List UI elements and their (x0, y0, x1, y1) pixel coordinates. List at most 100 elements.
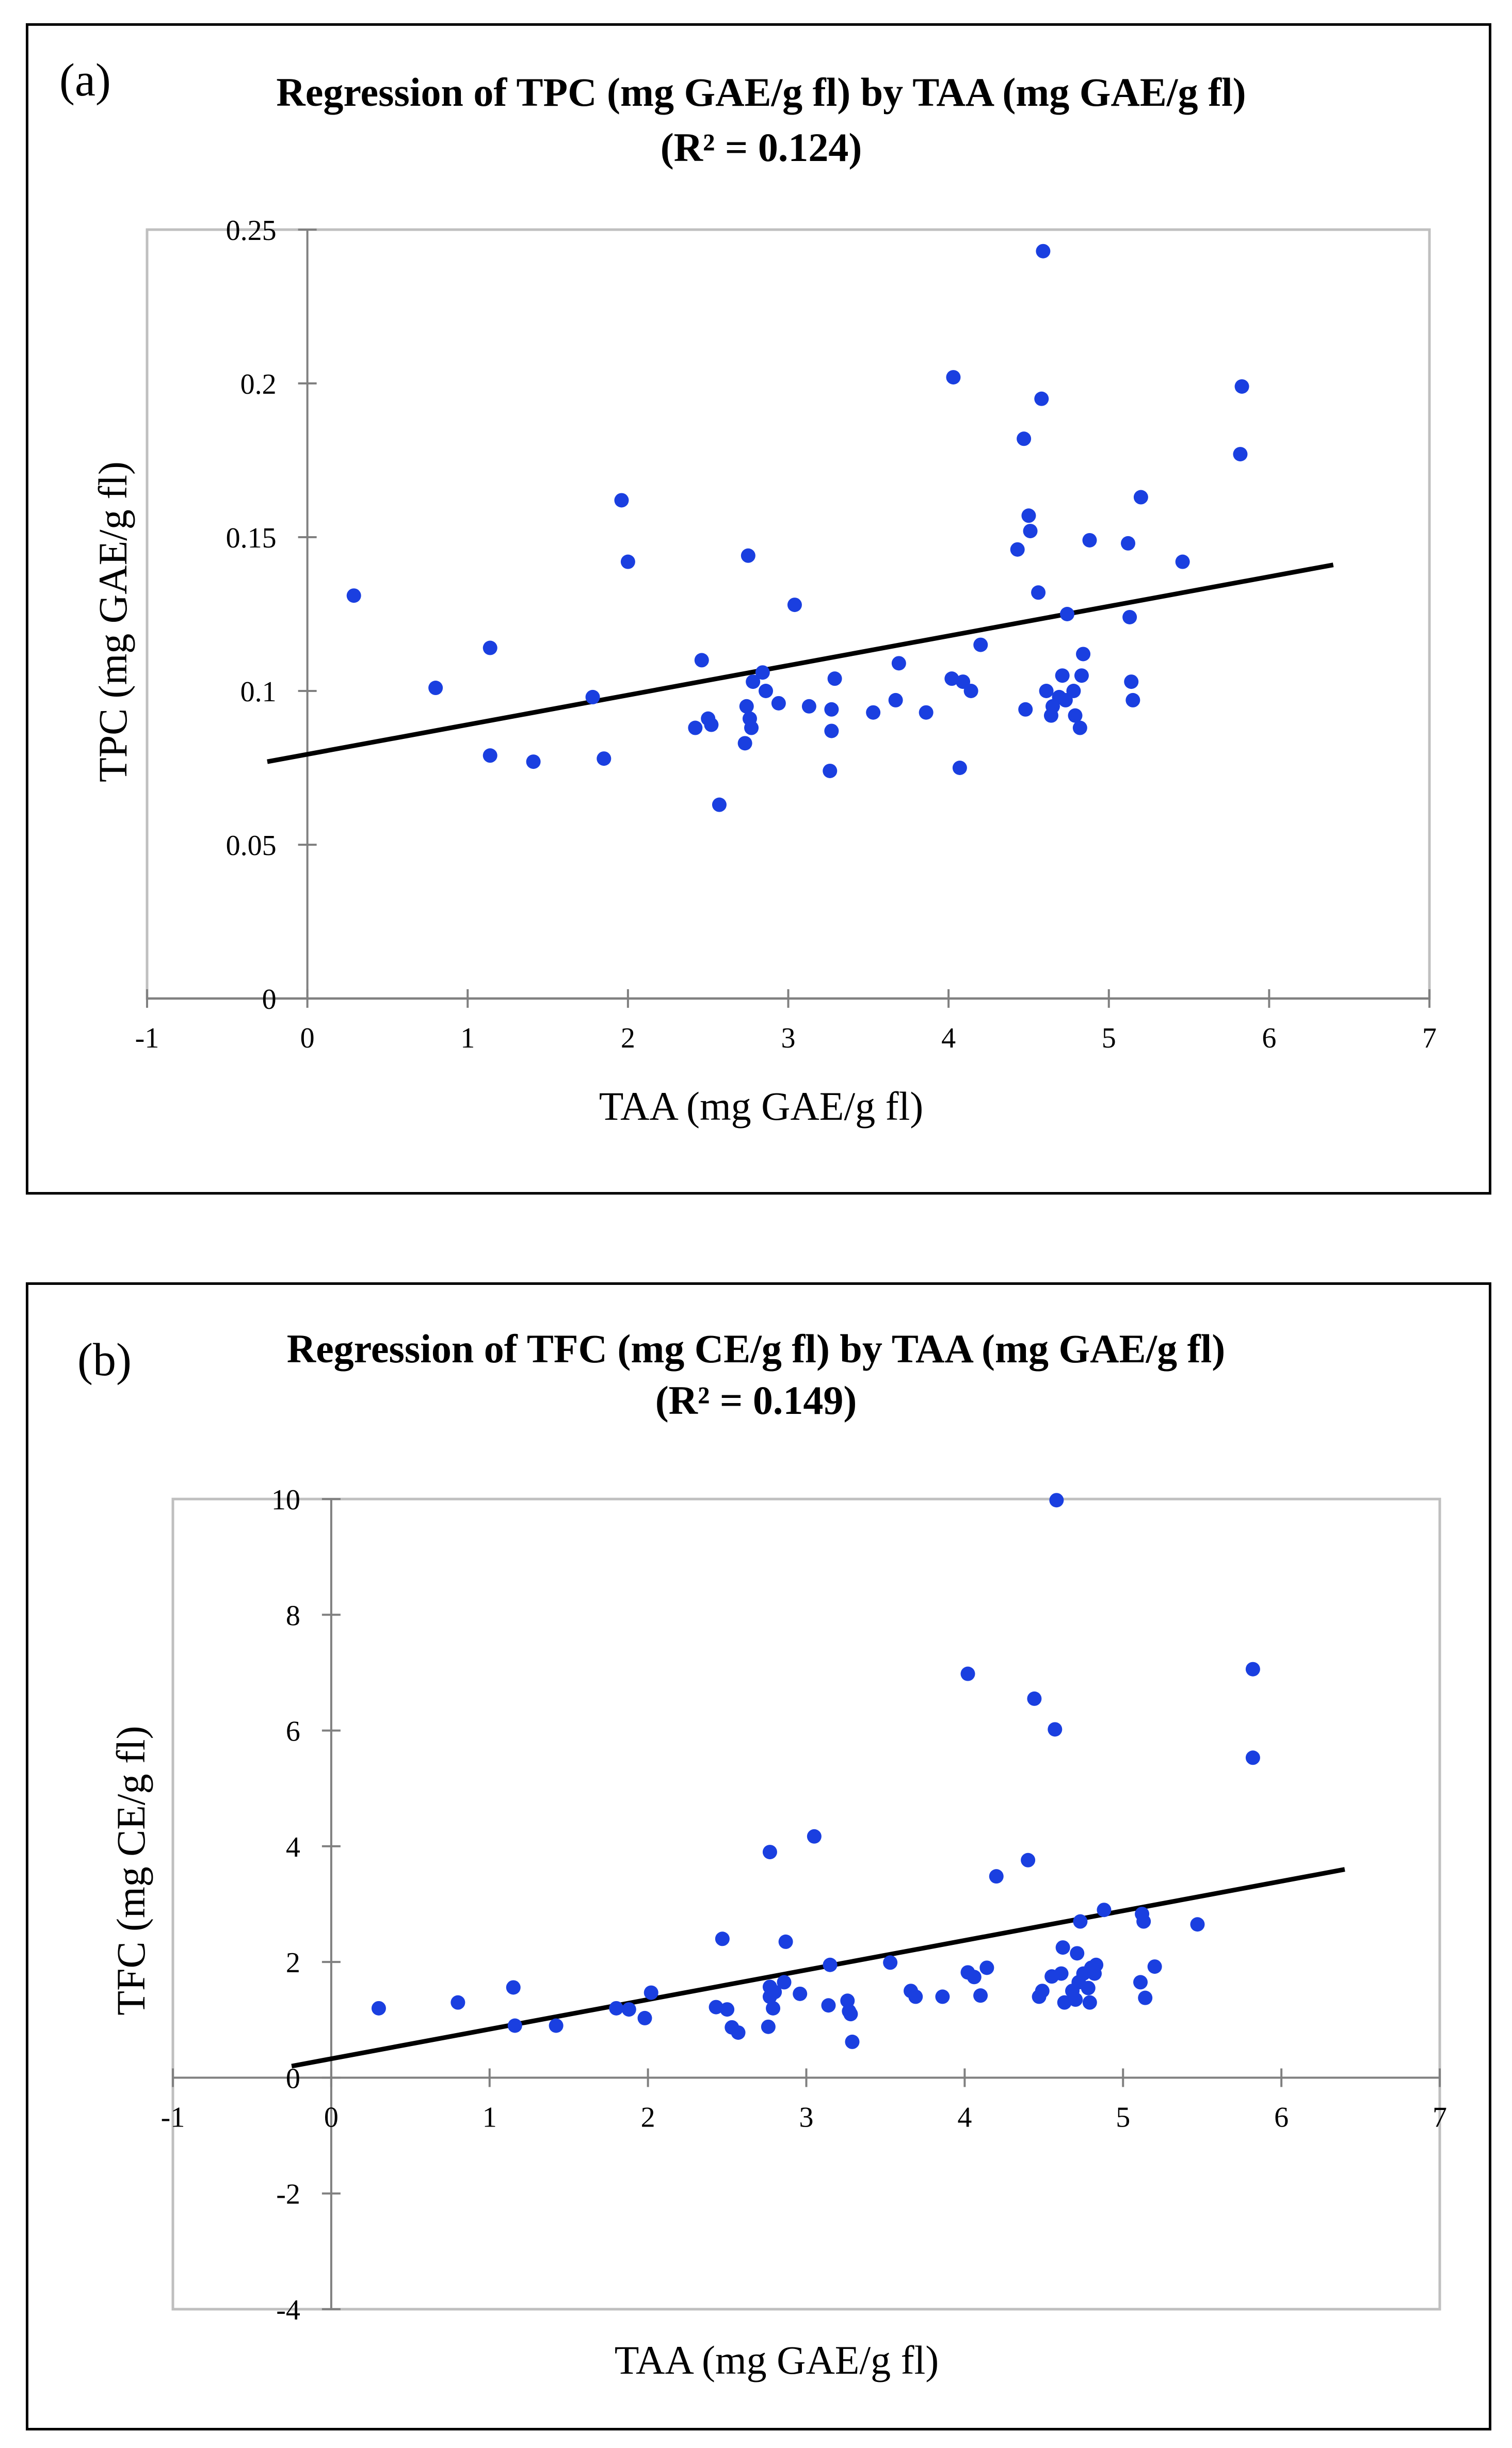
data-point-b (715, 1931, 730, 1946)
data-point-a (585, 689, 600, 704)
trendline-b (291, 1867, 1345, 2069)
data-point-a (1055, 668, 1070, 683)
data-point-a (746, 674, 761, 689)
data-point-a (1122, 609, 1137, 624)
x-tick-label-a: 4 (941, 1022, 956, 1054)
data-point-b (637, 2010, 652, 2025)
data-point-a (1076, 647, 1091, 662)
y-tick-label-a: 0.1 (240, 676, 277, 708)
y-tick-label-b: 4 (286, 1831, 300, 1863)
data-point-b (908, 1989, 923, 2004)
data-point-a (1234, 379, 1249, 394)
data-point-a (787, 598, 802, 613)
data-point-a (866, 705, 881, 720)
y-tick-label-b: 6 (286, 1716, 300, 1748)
data-point-a (1121, 536, 1136, 551)
y-tick-label-a: 0.05 (226, 830, 277, 862)
x-tick-label-b: 1 (482, 2101, 497, 2133)
data-point-a (482, 640, 497, 655)
x-tick-label-b: 5 (1116, 2101, 1130, 2133)
data-point-b (762, 1845, 777, 1860)
y-tick-label-a: 0.25 (226, 215, 277, 247)
data-point-b (973, 1988, 988, 2003)
data-point-a (1074, 668, 1089, 683)
data-point-b (843, 2007, 858, 2022)
data-point-b (778, 1934, 793, 1949)
chart-title-a: Regression of TPC (mg GAE/g fl) by TAA (… (276, 70, 1246, 115)
data-point-a (944, 671, 959, 686)
x-tick-label-a: 5 (1102, 1022, 1116, 1054)
data-point-b (821, 1998, 836, 2013)
data-point-b (1021, 1853, 1036, 1867)
data-point-a (712, 797, 727, 812)
data-point-b (1055, 1940, 1070, 1955)
data-point-a (973, 637, 988, 652)
data-point-b (1190, 1917, 1205, 1932)
data-point-b (960, 1666, 975, 1681)
data-point-a (1125, 692, 1140, 707)
y-tick-label-b: -4 (276, 2294, 300, 2326)
data-point-a (741, 548, 755, 563)
data-point-b (1097, 1903, 1112, 1918)
data-point-a (482, 748, 497, 763)
data-point-a (1023, 524, 1038, 539)
x-tick-label-b: 7 (1433, 2101, 1447, 2133)
data-point-a (1066, 684, 1081, 698)
y-tick-label-b: 8 (286, 1600, 300, 1632)
data-point-b (1048, 1722, 1063, 1737)
y-tick-label-a: 0.2 (240, 368, 277, 400)
data-point-a (952, 761, 967, 775)
x-tick-label-a: 7 (1422, 1022, 1437, 1054)
x-tick-label-a: -1 (135, 1022, 159, 1054)
data-point-a (744, 720, 759, 735)
data-point-b (807, 1829, 822, 1844)
plot-area-a: -1 0 1 2 3 4 5 6 7 0 0.05 0.1 0.15 0.2 0.25 (135, 215, 1437, 1054)
data-point-a (827, 671, 842, 686)
data-point-b (506, 1980, 521, 1995)
data-point-b (644, 1985, 658, 2000)
x-axis-title-b: TAA (mg GAE/g fl) (615, 2338, 939, 2382)
data-point-a (1233, 447, 1248, 462)
data-point-b (1049, 1493, 1064, 1508)
data-point-a (1031, 585, 1046, 600)
data-point-b (1245, 1662, 1260, 1677)
data-point-b (1057, 1995, 1072, 2010)
x-tick-label-a: 3 (781, 1022, 796, 1054)
data-point-b (1147, 1959, 1162, 1974)
chart-panel-b: (b) Regression of TFC (mg CE/g fl) by TA… (26, 1282, 1491, 2430)
y-tick-label-a: 0.15 (226, 522, 277, 554)
data-point-b (451, 1995, 465, 2010)
chart-a-svg: (a) Regression of TPC (mg GAE/g fl) by T… (59, 55, 1437, 1129)
data-point-a (597, 751, 612, 766)
chart-b-svg: (b) Regression of TFC (mg CE/g fl) by TA… (77, 1326, 1447, 2382)
data-point-a (824, 702, 839, 717)
data-point-a (1034, 391, 1049, 406)
data-point-a (801, 699, 816, 714)
x-tick-label-a: 2 (621, 1022, 635, 1054)
data-point-a (614, 493, 629, 508)
data-point-a (1018, 702, 1033, 717)
data-point-b (883, 1955, 898, 1970)
data-point-a (1082, 533, 1097, 547)
panel-label-a: (a) (59, 55, 111, 106)
data-point-a (919, 705, 934, 720)
data-point-b (371, 2001, 386, 2016)
data-point-a (1068, 708, 1083, 723)
x-tick-label-a: 6 (1262, 1022, 1276, 1054)
x-tick-label-a: 0 (300, 1022, 315, 1054)
data-point-a (1133, 490, 1148, 505)
x-tick-label-a: 1 (460, 1022, 475, 1054)
data-point-b (1073, 1914, 1088, 1929)
data-point-a (888, 692, 903, 707)
data-point-b (731, 2025, 746, 2040)
y-axis-title-b: TFC (mg CE/g fl) (108, 1726, 153, 2015)
data-point-a (1124, 674, 1139, 689)
data-point-b (1081, 1980, 1096, 1995)
x-tick-label-b: 4 (957, 2101, 972, 2133)
data-point-a (1072, 720, 1087, 735)
data-point-b (609, 2001, 624, 2016)
data-point-a (739, 699, 754, 714)
data-point-b (793, 1986, 808, 2001)
data-point-b (1068, 1992, 1083, 2007)
x-tick-label-b: -1 (161, 2101, 185, 2133)
